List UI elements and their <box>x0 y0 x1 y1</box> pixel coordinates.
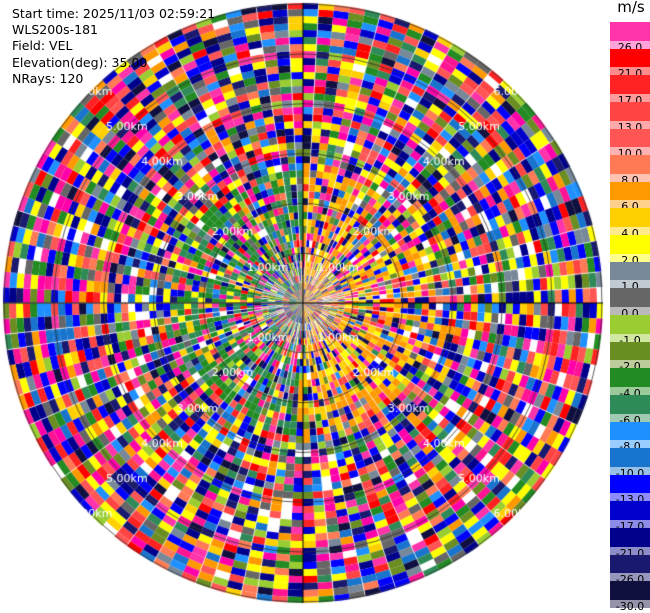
velocity-colorbar: 26.0 21.0 17.0 13.0 10.0 8.0 6.0 4.0 2.0 1.0 0.0 -1… <box>610 22 650 613</box>
colorbar-unit: m/s <box>617 0 645 16</box>
field-label: Field: VEL <box>12 38 73 54</box>
elevation-label: Elevation(deg): 35.00 <box>12 54 148 70</box>
nrays-label: NRays: 120 <box>12 70 84 86</box>
colorbar-tick-label: -30.0 <box>610 600 650 613</box>
scan-info: Start time: 2025/11/03 02:59:21 WLS200s-… <box>12 6 215 87</box>
start-time-label: Start time: 2025/11/03 02:59:21 <box>12 6 216 21</box>
station-label: WLS200s-181 <box>12 22 98 38</box>
